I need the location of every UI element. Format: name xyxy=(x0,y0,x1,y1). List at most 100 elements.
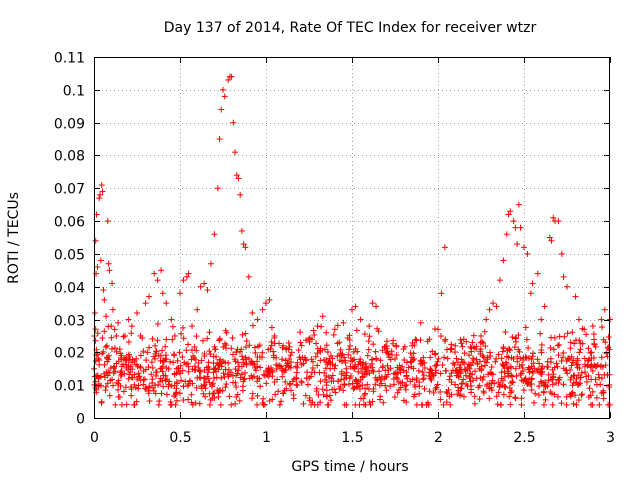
data-point xyxy=(506,393,513,400)
data-point xyxy=(211,365,218,372)
data-point xyxy=(514,241,521,248)
data-point xyxy=(260,395,267,402)
data-point xyxy=(153,348,160,355)
data-point xyxy=(218,106,225,113)
data-point xyxy=(328,378,335,385)
data-point xyxy=(560,381,567,388)
data-point xyxy=(488,364,495,371)
data-point xyxy=(183,273,190,280)
data-point xyxy=(489,377,496,384)
data-point xyxy=(110,382,117,389)
data-point xyxy=(457,336,464,343)
data-point xyxy=(254,363,261,370)
data-point xyxy=(403,372,410,379)
data-point xyxy=(412,336,419,343)
data-point xyxy=(516,348,523,355)
data-point xyxy=(210,366,217,373)
data-point xyxy=(280,342,287,349)
data-point xyxy=(189,401,196,408)
data-point xyxy=(146,398,153,405)
data-point xyxy=(587,350,594,357)
data-point xyxy=(286,380,293,387)
data-point xyxy=(233,348,240,355)
data-point xyxy=(228,345,235,352)
data-point xyxy=(310,327,317,334)
data-point xyxy=(353,378,360,385)
data-point xyxy=(369,398,376,405)
data-point xyxy=(575,397,582,404)
data-point xyxy=(201,280,208,287)
data-point xyxy=(343,365,350,372)
data-point xyxy=(420,376,427,383)
data-point xyxy=(598,390,605,397)
data-point xyxy=(137,364,144,371)
data-point xyxy=(100,287,107,294)
data-point xyxy=(242,330,249,337)
data-point xyxy=(282,378,289,385)
data-point xyxy=(459,358,466,365)
data-point xyxy=(365,346,372,353)
data-point xyxy=(588,349,595,356)
y-tick-label: 0.06 xyxy=(54,215,85,231)
data-point xyxy=(452,342,459,349)
data-point xyxy=(309,358,316,365)
data-point xyxy=(437,396,444,403)
data-point xyxy=(239,331,246,338)
data-point xyxy=(443,399,450,406)
data-point xyxy=(174,357,181,364)
data-point xyxy=(500,257,507,264)
data-point xyxy=(596,401,603,408)
data-point xyxy=(486,349,493,356)
data-point xyxy=(282,367,289,374)
data-point xyxy=(535,392,542,399)
data-point xyxy=(102,383,109,390)
data-point xyxy=(158,390,165,397)
data-point xyxy=(222,340,229,347)
data-point xyxy=(416,390,423,397)
data-point xyxy=(257,383,264,390)
data-point xyxy=(478,338,485,345)
data-point xyxy=(576,316,583,323)
data-point xyxy=(516,363,523,370)
data-point xyxy=(434,381,441,388)
data-point xyxy=(405,364,412,371)
data-point xyxy=(513,334,520,341)
data-point xyxy=(482,343,489,350)
data-point xyxy=(495,379,502,386)
data-point xyxy=(377,357,384,364)
data-point xyxy=(329,372,336,379)
data-point xyxy=(428,377,435,384)
data-point xyxy=(216,337,223,344)
data-point xyxy=(518,401,525,408)
data-point xyxy=(228,401,235,408)
data-point xyxy=(556,341,563,348)
data-point xyxy=(452,349,459,356)
y-tick-label: 0.03 xyxy=(54,314,85,330)
data-point xyxy=(113,360,120,367)
data-point xyxy=(168,316,175,323)
data-point xyxy=(251,344,258,351)
data-point xyxy=(94,330,101,337)
data-point xyxy=(581,361,588,368)
data-point xyxy=(211,231,218,238)
data-point xyxy=(433,362,440,369)
data-point xyxy=(297,329,304,336)
data-point xyxy=(529,280,536,287)
data-point xyxy=(576,349,583,356)
data-point xyxy=(555,218,562,225)
data-point xyxy=(413,337,420,344)
data-point xyxy=(261,372,268,379)
data-point xyxy=(185,396,192,403)
data-point xyxy=(376,374,383,381)
data-point xyxy=(293,369,300,376)
data-point xyxy=(483,383,490,390)
data-point xyxy=(575,381,582,388)
data-point xyxy=(583,378,590,385)
data-point xyxy=(156,378,163,385)
data-point xyxy=(387,356,394,363)
data-point xyxy=(317,399,324,406)
data-point xyxy=(171,332,178,339)
data-point xyxy=(439,361,446,368)
data-point xyxy=(135,373,142,380)
data-point xyxy=(177,290,183,297)
